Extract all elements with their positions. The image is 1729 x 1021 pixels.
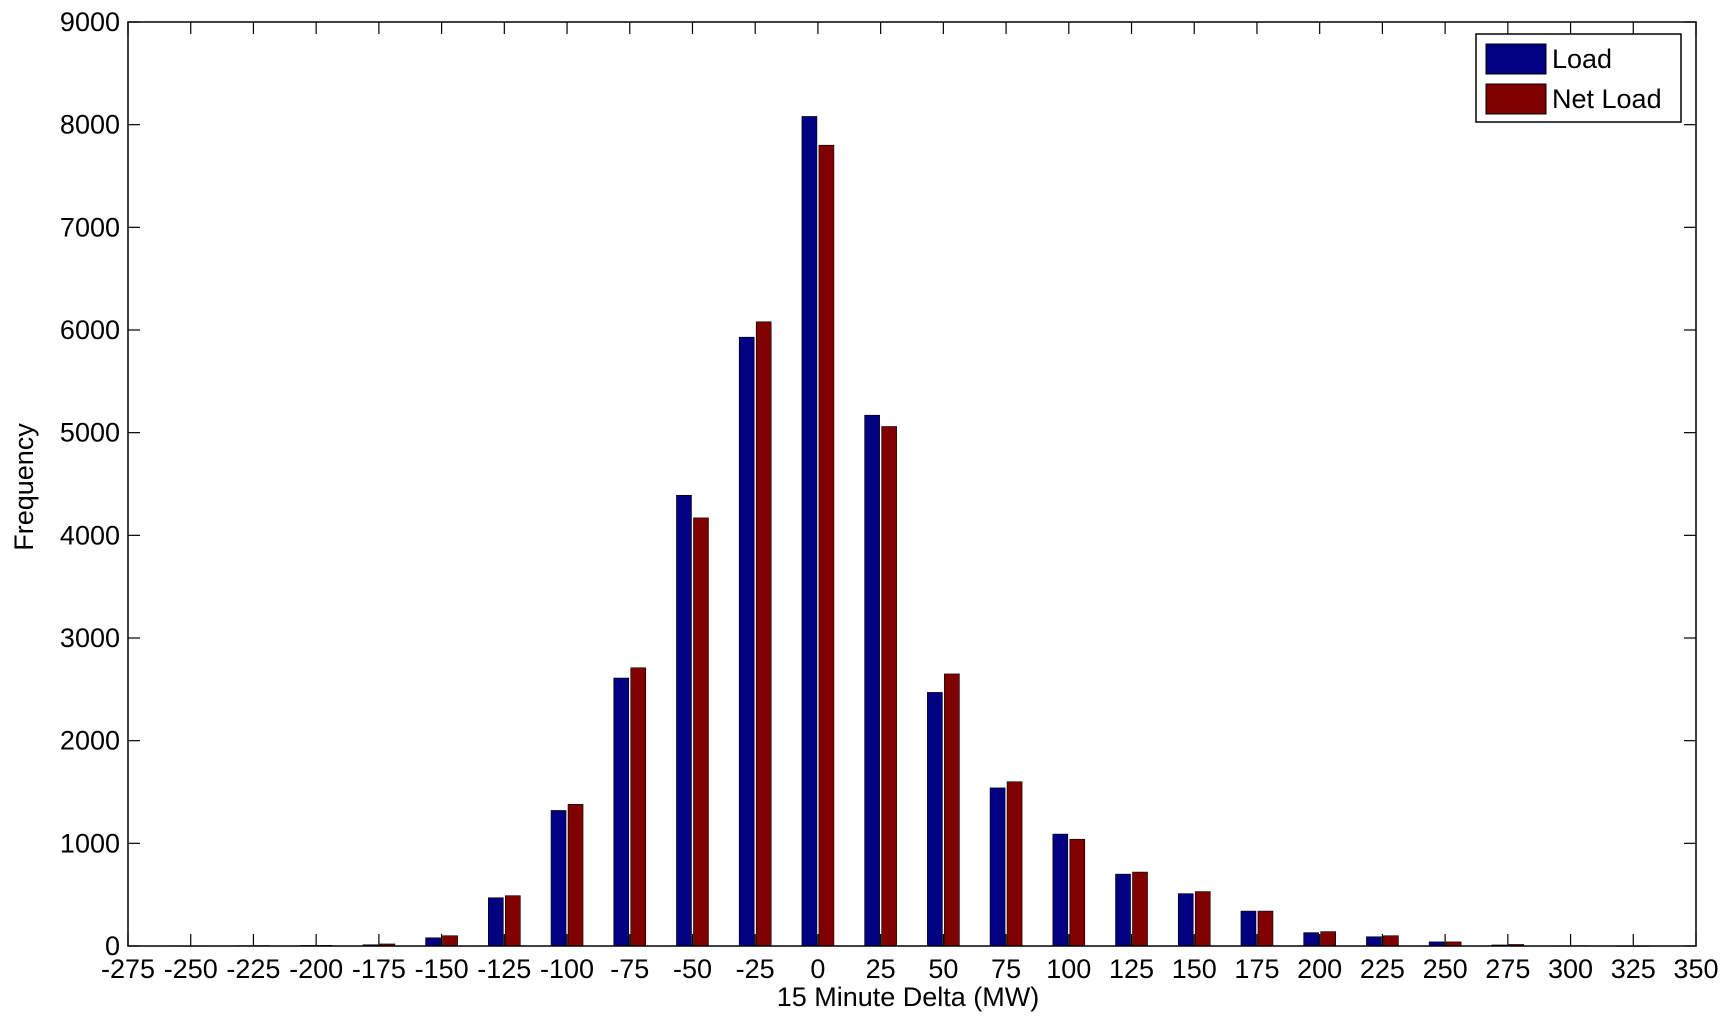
bar-net-load--75 xyxy=(630,667,647,947)
x-tick-label: -125 xyxy=(477,954,531,984)
x-tick-label: 275 xyxy=(1485,954,1530,984)
x-tick-label: -225 xyxy=(226,954,280,984)
bar-net-load-175 xyxy=(1257,910,1274,947)
x-tick-label: -25 xyxy=(736,954,775,984)
bars-layer xyxy=(174,116,1650,947)
bar-net-load--25 xyxy=(755,321,772,947)
x-tick-label: 75 xyxy=(991,954,1021,984)
legend-swatch-net-load xyxy=(1485,83,1547,115)
bar-net-load-225 xyxy=(1383,935,1399,947)
bar-net-load-150 xyxy=(1194,891,1211,947)
x-tick-label: 300 xyxy=(1548,954,1593,984)
y-tick-label: 1000 xyxy=(60,828,120,858)
bar-net-load--125 xyxy=(505,895,521,947)
bar-net-load-200 xyxy=(1320,931,1336,947)
bar-load-175 xyxy=(1240,910,1257,947)
bar-load-150 xyxy=(1177,893,1194,947)
bar-load-100 xyxy=(1052,833,1069,947)
x-tick-label: 50 xyxy=(928,954,958,984)
y-tick-label: 8000 xyxy=(60,110,120,140)
x-tick-label: 125 xyxy=(1109,954,1154,984)
bar-load-225 xyxy=(1366,936,1382,947)
bar-load--100 xyxy=(550,810,567,947)
y-tick-label: 6000 xyxy=(60,315,120,345)
x-tick-label: 0 xyxy=(810,954,825,984)
bar-load--75 xyxy=(613,677,630,947)
bar-load--50 xyxy=(676,494,692,947)
bar-net-load--50 xyxy=(693,517,709,947)
bar-load-75 xyxy=(989,787,1006,947)
x-tick-label: 200 xyxy=(1297,954,1342,984)
bar-load-125 xyxy=(1115,873,1131,947)
y-tick-label: 2000 xyxy=(60,726,120,756)
y-tick-label: 4000 xyxy=(60,520,120,550)
x-tick-label: 100 xyxy=(1046,954,1091,984)
x-tick-label: -100 xyxy=(540,954,594,984)
y-tick-label: 5000 xyxy=(60,418,120,448)
bar-net-load-100 xyxy=(1069,838,1086,947)
bar-load--25 xyxy=(738,336,755,947)
bar-load-0 xyxy=(801,116,818,947)
bar-net-load--150 xyxy=(442,935,458,947)
x-tick-label: -200 xyxy=(289,954,343,984)
x-tick-label: 25 xyxy=(866,954,896,984)
y-tick-label: 0 xyxy=(105,931,120,961)
legend: Load Net Load xyxy=(1475,33,1682,123)
x-tick-label: -75 xyxy=(610,954,649,984)
x-tick-label: 175 xyxy=(1234,954,1279,984)
x-tick-label: -275 xyxy=(101,954,155,984)
bar-net-load-25 xyxy=(881,426,897,947)
bar-load--150 xyxy=(425,937,441,947)
x-tick-label: 325 xyxy=(1611,954,1656,984)
x-tick-label: -175 xyxy=(352,954,406,984)
legend-label-net-load: Net Load xyxy=(1552,84,1662,114)
bar-net-load-75 xyxy=(1006,781,1023,947)
x-tick-label: 225 xyxy=(1360,954,1405,984)
bar-load-25 xyxy=(864,414,880,947)
y-axis-label: Frequency xyxy=(9,423,39,551)
legend-label-load: Load xyxy=(1552,44,1612,74)
x-tick-label: 350 xyxy=(1673,954,1718,984)
bar-load-50 xyxy=(927,692,943,947)
x-tick-label: 150 xyxy=(1172,954,1217,984)
bar-load-200 xyxy=(1303,932,1319,947)
legend-swatch-load xyxy=(1485,43,1547,75)
bar-net-load-125 xyxy=(1132,871,1148,947)
axes-layer: 0100020003000400050006000700080009000-27… xyxy=(60,7,1719,984)
x-axis-label: 15 Minute Delta (MW) xyxy=(777,982,1040,1012)
bar-net-load--100 xyxy=(567,804,584,947)
x-tick-label: 250 xyxy=(1423,954,1468,984)
y-tick-label: 3000 xyxy=(60,623,120,653)
x-tick-label: -150 xyxy=(415,954,469,984)
bar-load--125 xyxy=(488,897,504,947)
x-tick-label: -50 xyxy=(673,954,712,984)
x-tick-label: -250 xyxy=(164,954,218,984)
bar-net-load-0 xyxy=(818,144,835,947)
bar-net-load-50 xyxy=(944,673,960,947)
y-tick-label: 9000 xyxy=(60,7,120,37)
plot-frame xyxy=(127,21,1697,947)
y-tick-label: 7000 xyxy=(60,212,120,242)
